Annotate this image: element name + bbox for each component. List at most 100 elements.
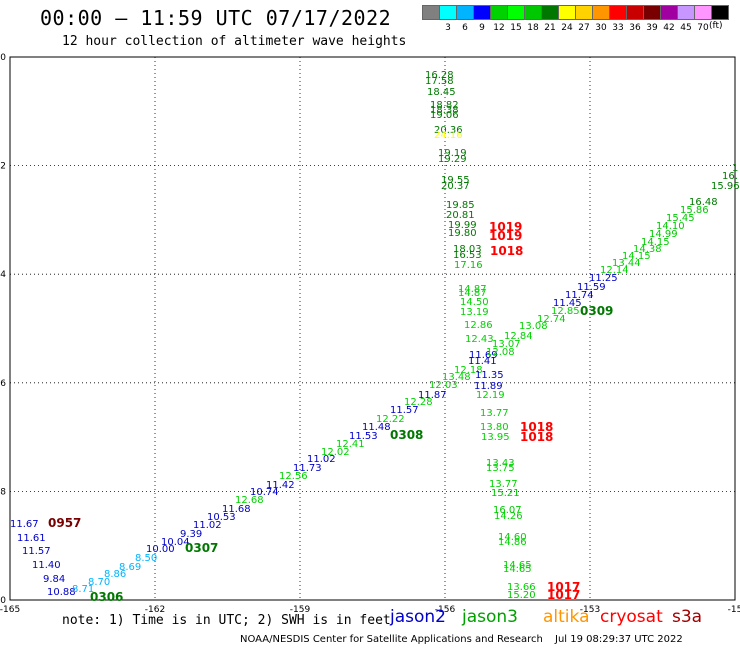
swh-label: 11.25 <box>589 273 618 284</box>
swh-label: 14.10 <box>656 221 685 232</box>
swh-label: 8.71 <box>72 584 94 595</box>
swh-label: 16.48 <box>689 197 718 208</box>
legend-altika: altika <box>543 607 590 627</box>
track-time-label: 1018 <box>520 420 553 434</box>
swh-label: 13.66 <box>507 582 536 593</box>
swh-label: 13.77 <box>480 408 509 419</box>
swh-label: 11.02 <box>193 520 222 531</box>
swh-label: 14.87 <box>458 284 487 295</box>
swh-label: 11.73 <box>293 463 322 474</box>
swh-label: 18.45 <box>427 87 456 98</box>
swh-label: 19.29 <box>438 154 467 165</box>
scale-label: 27 <box>578 23 590 33</box>
swh-label: 12.41 <box>336 439 365 450</box>
swh-label: 13.19 <box>460 307 489 318</box>
swh-label: 11.35 <box>475 370 504 381</box>
swh-label: 12.86 <box>464 320 493 331</box>
track-time-label: 1018 <box>490 244 523 258</box>
swh-label: 12.74 <box>537 314 566 325</box>
swh-label: 16. <box>722 171 738 182</box>
scale-label: 39 <box>646 23 658 33</box>
scale-label: 18 <box>527 23 539 33</box>
swh-label: 19.99 <box>448 220 477 231</box>
swh-label: 11.59 <box>577 282 606 293</box>
swh-label: 8.86 <box>104 569 126 580</box>
y-tick-label: -60 <box>0 596 6 606</box>
scale-label: 42 <box>663 23 675 33</box>
swh-label: 13.43 <box>486 458 515 469</box>
credit-line: NOAA/NESDIS Center for Satellite Applica… <box>240 634 543 645</box>
legend-jason3: jason3 <box>462 607 518 627</box>
scale-label: 45 <box>680 23 692 33</box>
track-time-label: 1018 <box>520 430 553 444</box>
swh-label: 15.20 <box>507 590 536 601</box>
x-tick-label: -153 <box>580 605 600 615</box>
swh-label: 14.26 <box>494 511 523 522</box>
generated-timestamp: Jul 19 08:29:37 UTC 2022 <box>555 634 683 645</box>
swh-label: 8.69 <box>119 562 141 573</box>
swh-label: 12.84 <box>504 331 533 342</box>
swh-label: 14.86 <box>498 537 527 548</box>
x-tick-label: -165 <box>0 605 20 615</box>
swh-label: 11.68 <box>222 504 251 515</box>
swh-label: 14.50 <box>460 297 489 308</box>
track-time-label: 0307 <box>185 541 218 555</box>
legend-jason2: jason2 <box>390 607 446 627</box>
swh-label: 16.07 <box>493 505 522 516</box>
swh-label: 14.38 <box>633 244 662 255</box>
footnote: note: 1) Time is in UTC; 2) SWH is in fe… <box>62 613 391 628</box>
swh-label: 12.03 <box>429 380 458 391</box>
track-time-label: 0309 <box>580 304 613 318</box>
swh-label: 12.19 <box>476 390 505 401</box>
swh-label: 19.80 <box>448 228 477 239</box>
y-tick-label: -52 <box>0 162 6 172</box>
x-tick-label: -15 <box>728 605 740 615</box>
swh-label: 10.88 <box>47 587 76 598</box>
legend-cryosat: cryosat <box>600 607 663 627</box>
swh-label: 18.38 <box>430 105 459 116</box>
swh-label: 14.87 <box>458 288 487 299</box>
swh-label: 20.36 <box>434 125 463 136</box>
swh-label: 12.28 <box>404 397 433 408</box>
scale-label: 9 <box>479 23 485 33</box>
swh-label: 18.82 <box>430 100 459 111</box>
swh-label: 13.75 <box>486 463 515 474</box>
chart-title: 00:00 – 11:59 UTC 07/17/2022 <box>40 6 392 30</box>
scale-label: 30 <box>595 23 607 33</box>
swh-label: 14.60 <box>498 532 527 543</box>
swh-label: 12.85 <box>551 306 580 317</box>
swh-label: 10.00 <box>146 544 175 555</box>
chart-subtitle: 12 hour collection of altimeter wave hei… <box>62 34 407 49</box>
swh-label: 12.18 <box>454 365 483 376</box>
swh-label: 13.08 <box>519 321 548 332</box>
swh-label: 13.77 <box>489 479 518 490</box>
swh-label: 16.28 <box>425 70 454 81</box>
swh-label: 13.44 <box>612 258 641 269</box>
scale-label: 3 <box>445 23 451 33</box>
scale-label: 24 <box>561 23 573 33</box>
scale-label: 12 <box>493 23 505 33</box>
scale-label: 33 <box>612 23 624 33</box>
swh-label: 11.02 <box>307 454 336 465</box>
swh-label: 13.48 <box>442 372 471 383</box>
swh-label: 11.45 <box>553 298 582 309</box>
scale-label: 6 <box>462 23 468 33</box>
swh-label: 20.81 <box>446 210 475 221</box>
swh-label: 9.39 <box>180 529 202 540</box>
x-tick-label: -162 <box>145 605 165 615</box>
swh-label: 11.89 <box>474 381 503 392</box>
swh-label: 12.22 <box>376 414 405 425</box>
swh-label: 9.84 <box>43 574 65 585</box>
swh-label: 11.48 <box>362 422 391 433</box>
y-tick-label: -58 <box>0 487 6 497</box>
swh-label: 11.87 <box>418 390 447 401</box>
swh-label: 11.41 <box>468 356 497 367</box>
swh-label: 19.55 <box>441 175 470 186</box>
swh-label: 15.45 <box>666 213 695 224</box>
y-tick-label: -56 <box>0 379 6 389</box>
swh-label: 13.95 <box>481 432 510 443</box>
swh-label: 19.85 <box>446 200 475 211</box>
swh-label: 11.53 <box>349 431 378 442</box>
swh-label: 12.43 <box>465 334 494 345</box>
x-tick-label: -159 <box>290 605 311 615</box>
